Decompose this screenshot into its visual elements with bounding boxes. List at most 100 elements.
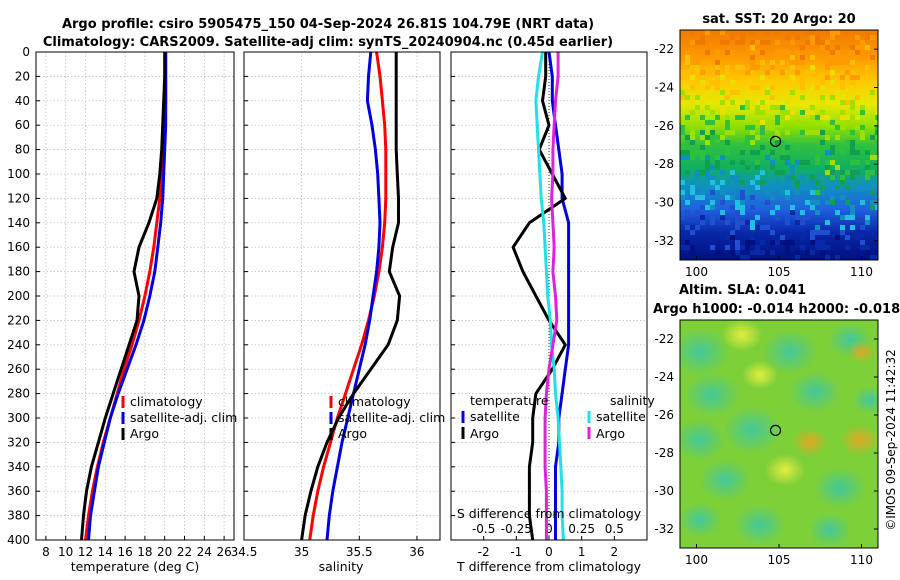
map-y-tick-label: -26 [654,408,674,422]
sst-pixel [765,70,770,75]
sst-pixel [850,150,855,155]
sst-pixel [725,95,730,100]
x-tick-label: 14 [98,545,113,559]
sst-pixel [710,90,715,95]
sst-pixel [835,135,840,140]
sst-pixel [830,150,835,155]
sst-pixel [790,205,795,210]
sst-pixel [810,130,815,135]
sst-pixel [790,55,795,60]
sst-pixel [690,230,695,235]
sst-pixel [780,155,785,160]
sst-pixel [715,155,720,160]
map-y-tick-label: -30 [654,196,674,210]
sst-pixel [810,185,815,190]
difference-panel: -2 -1 0 1 2 -0.5 -0.25 0 0.25 0.5 [450,51,648,559]
sst-pixel [870,35,875,40]
legend-title-temperature: temperature [470,393,549,408]
y-tick-label: 280 [7,387,30,401]
sst-pixel [810,30,815,35]
sst-pixel [785,195,790,200]
x-tick-label: 36 [409,545,424,559]
sst-pixel [810,180,815,185]
sst-pixel [680,90,685,95]
sst-pixel [755,250,760,255]
sst-pixel [770,85,775,90]
sst-pixel [815,115,820,120]
sst-pixel [710,110,715,115]
sst-pixel [720,30,725,35]
sst-pixel [690,85,695,90]
sst-pixel [805,230,810,235]
sst-pixel [865,145,870,150]
x-tick-label: 10 [58,545,73,559]
sst-pixel [865,185,870,190]
sst-pixel [810,230,815,235]
sst-pixel [695,60,700,65]
sst-pixel [845,170,850,175]
sst-pixel [800,235,805,240]
sst-pixel [815,120,820,125]
sst-pixel [825,165,830,170]
sst-pixel [830,30,835,35]
y-tick-label: 40 [15,94,30,108]
sst-pixel [795,145,800,150]
sst-pixel [730,205,735,210]
sst-pixel [695,210,700,215]
sst-pixel [750,85,755,90]
x-tick-top-label: -0.25 [501,522,532,536]
sst-pixel [755,245,760,250]
sst-pixel [745,240,750,245]
sst-pixel [720,105,725,110]
sst-pixel [855,230,860,235]
sst-pixel [795,60,800,65]
sst-pixel [720,100,725,105]
sst-pixel [845,215,850,220]
sst-pixel [785,70,790,75]
sst-pixel [775,170,780,175]
sst-pixel [785,180,790,185]
sst-pixel [780,70,785,75]
sst-pixel [760,250,765,255]
sst-pixel [845,60,850,65]
sst-pixel [760,105,765,110]
sst-pixel [855,55,860,60]
sst-pixel [680,150,685,155]
sst-pixel [825,60,830,65]
sst-pixel [870,230,875,235]
sst-pixel [755,185,760,190]
sst-pixel [825,45,830,50]
sst-pixel [715,55,720,60]
sst-pixel [770,250,775,255]
sst-pixel [820,85,825,90]
sst-pixel [750,100,755,105]
sst-pixel [700,145,705,150]
sst-pixel [725,65,730,70]
sst-pixel [715,135,720,140]
sst-pixel [800,245,805,250]
sst-pixel [725,245,730,250]
sst-pixel [720,40,725,45]
sst-pixel [800,185,805,190]
sst-pixel [845,235,850,240]
map-y-tick-label: -22 [654,332,674,346]
y-tick-label: 220 [7,313,30,327]
sst-pixel [805,110,810,115]
sst-pixel [690,100,695,105]
sst-pixel [820,45,825,50]
x-tick-top-label: -0.5 [472,522,495,536]
sst-pixel [750,30,755,35]
sst-pixel [800,95,805,100]
sst-pixel [840,60,845,65]
sst-pixel [775,40,780,45]
sst-pixel [705,255,710,260]
sst-pixel [770,150,775,155]
sst-pixel [780,240,785,245]
sst-pixel [715,80,720,85]
sst-pixel [735,175,740,180]
x-tick-label: 20 [157,545,172,559]
legend-label-sal-satellite: satellite [596,409,646,424]
sst-pixel [790,255,795,260]
sst-pixel [820,80,825,85]
sst-pixel [870,255,875,260]
